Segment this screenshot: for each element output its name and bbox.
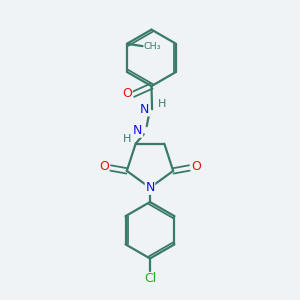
- Text: N: N: [133, 124, 142, 137]
- Text: N: N: [140, 103, 149, 116]
- Text: H: H: [123, 134, 132, 144]
- Text: Cl: Cl: [144, 272, 156, 286]
- Text: N: N: [145, 181, 155, 194]
- Text: O: O: [99, 160, 109, 173]
- Text: H: H: [158, 99, 166, 109]
- Text: O: O: [122, 87, 132, 100]
- Text: O: O: [191, 160, 201, 173]
- Text: CH₃: CH₃: [143, 42, 161, 51]
